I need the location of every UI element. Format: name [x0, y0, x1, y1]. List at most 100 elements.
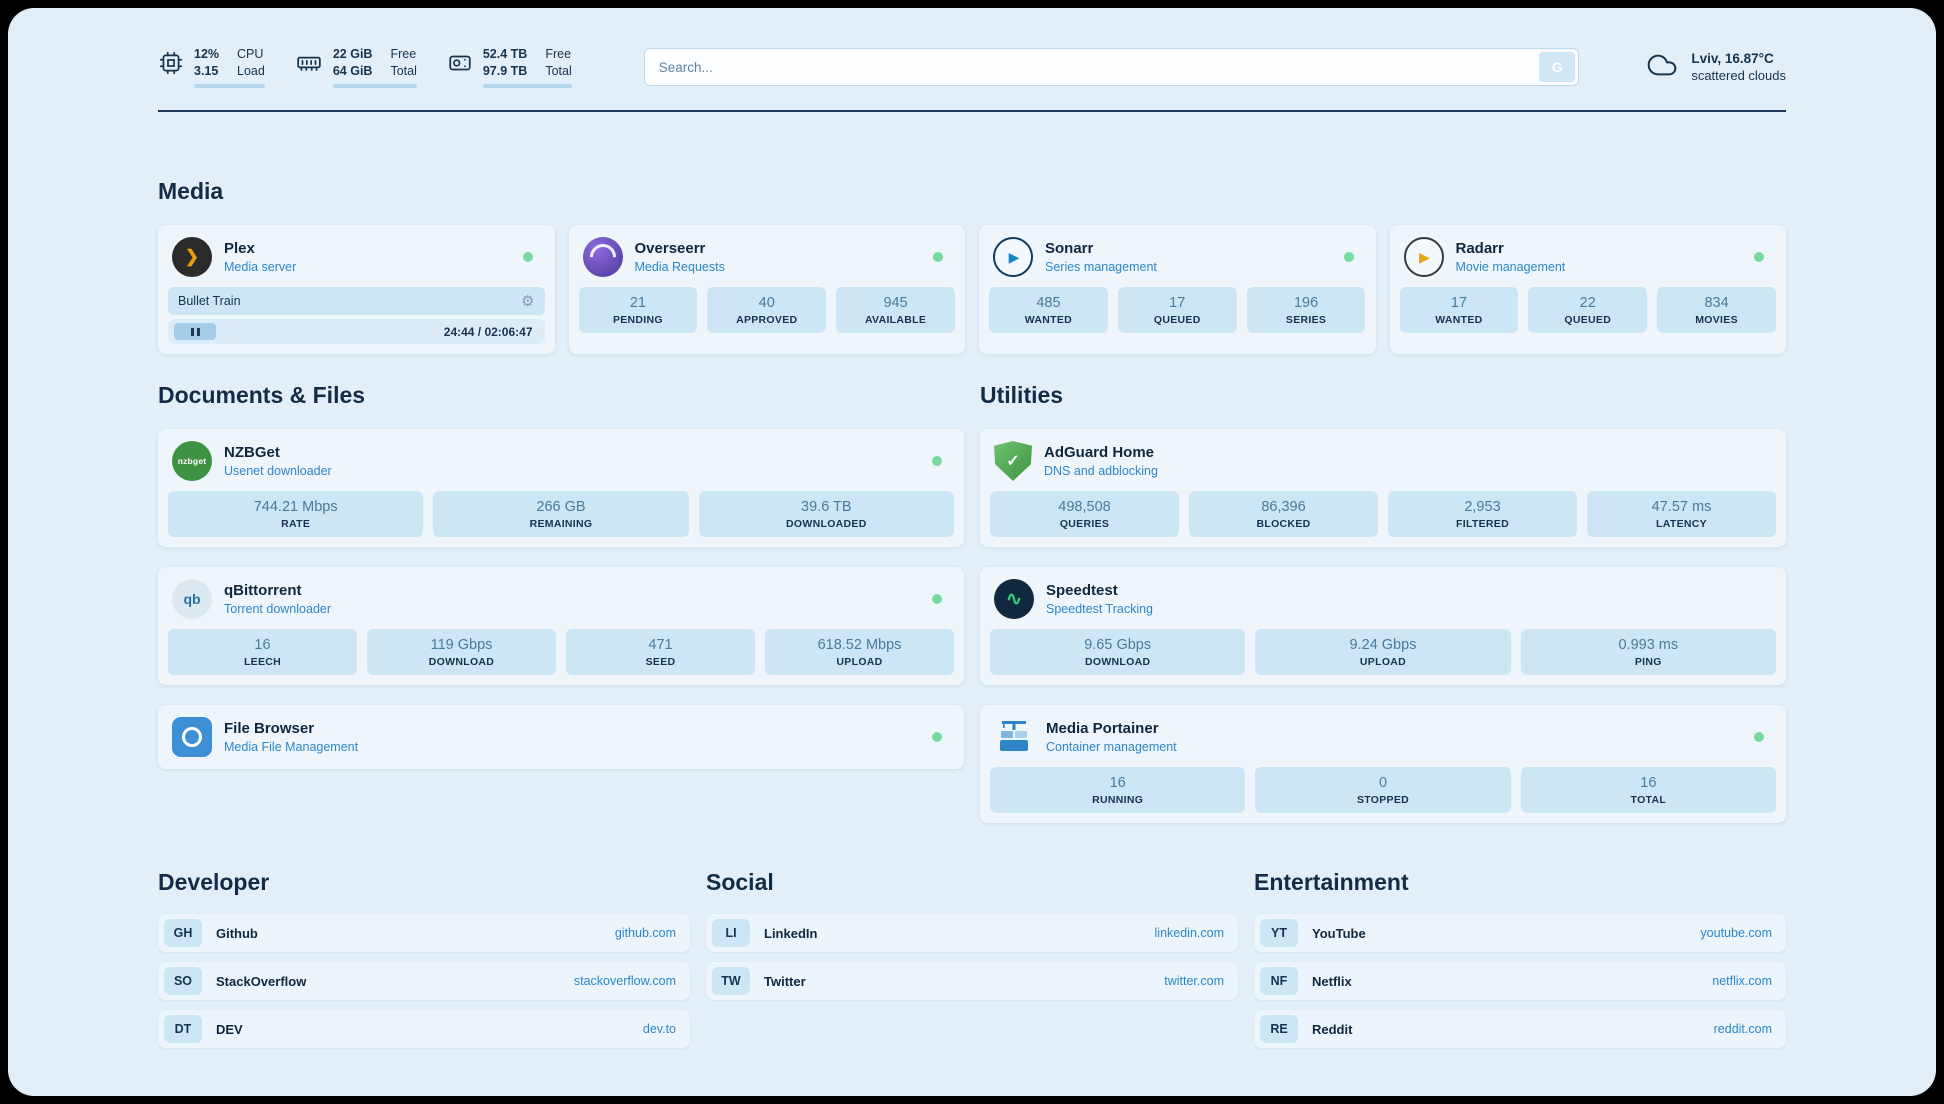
gear-icon[interactable]: ⚙ — [521, 293, 535, 310]
nzbget-icon: nzbget — [172, 441, 212, 481]
service-card-plex[interactable]: Plex Media server Bullet Train ⚙ 24:44 /… — [158, 225, 555, 354]
bookmark-abbr: RE — [1260, 1015, 1298, 1043]
service-subtitle: Series management — [1045, 260, 1157, 274]
status-indicator — [932, 456, 942, 466]
portainer-icon — [994, 717, 1034, 757]
stat-wanted: 485 WANTED — [989, 287, 1108, 333]
bookmark-linkedin[interactable]: LI LinkedIn linkedin.com — [706, 914, 1238, 952]
stat-series: 196 SERIES — [1246, 287, 1366, 333]
service-card-speedtest[interactable]: Speedtest Speedtest Tracking 9.65 Gbps D… — [980, 567, 1786, 685]
section-title-utilities: Utilities — [980, 382, 1064, 408]
header-divider — [158, 110, 1786, 112]
overseerr-icon — [582, 237, 623, 277]
stat-filtered: 2,953 FILTERED — [1388, 491, 1577, 537]
disk-widget: 52.4 TB Free 97.9 TB Total — [447, 46, 572, 89]
adguard-icon — [994, 441, 1032, 481]
bookmark-abbr: YT — [1260, 919, 1298, 947]
section-title-documents: Documents & Files — [158, 382, 366, 408]
service-card-radarr[interactable]: Radarr Movie management 17 WANTED 22 QUE… — [1389, 225, 1786, 354]
service-subtitle: Container management — [1046, 740, 1177, 754]
memory-total-label: Total — [390, 63, 417, 78]
radarr-icon — [1403, 237, 1444, 277]
service-card-qbittorrent[interactable]: qb qBittorrent Torrent downloader 16 LEE… — [158, 567, 964, 685]
cpu-usage-label: CPU — [237, 46, 264, 61]
pause-button[interactable] — [174, 323, 216, 340]
memory-icon — [295, 50, 323, 81]
service-subtitle: Media File Management — [224, 740, 359, 754]
status-indicator — [933, 252, 943, 262]
service-card-adguard[interactable]: AdGuard Home DNS and adblocking 498,508 … — [980, 429, 1786, 547]
bookmark-reddit[interactable]: RE Reddit reddit.com — [1254, 1010, 1786, 1048]
stat-leech: 16 LEECH — [168, 629, 357, 675]
bookmark-name: Twitter — [764, 973, 806, 989]
service-title: Media Portainer — [1046, 720, 1159, 737]
bookmark-stackoverflow[interactable]: SO StackOverflow stackoverflow.com — [158, 962, 690, 1000]
service-card-nzbget[interactable]: nzbget NZBGet Usenet downloader 744.21 M… — [158, 429, 964, 547]
memory-progress-bar — [332, 84, 417, 89]
cpu-widget: 12% CPU 3.15 Load — [158, 46, 265, 89]
status-indicator — [522, 252, 533, 262]
weather-widget[interactable]: Lviv, 16.87°C scattered clouds — [1643, 49, 1786, 86]
status-indicator — [932, 594, 942, 604]
search-input[interactable] — [643, 48, 1580, 86]
search-provider-button[interactable]: G — [1539, 52, 1576, 82]
status-indicator — [1754, 732, 1764, 742]
section-title-entertainment: Entertainment — [1254, 869, 1409, 895]
service-card-sonarr[interactable]: Sonarr Series management 485 WANTED 17 Q… — [979, 225, 1376, 354]
stat-wanted: 17 WANTED — [1399, 287, 1519, 333]
bookmark-group-developer: Developer GH Github github.com SO StackO… — [158, 869, 690, 1048]
cpu-icon — [158, 50, 184, 81]
search-bar: G — [643, 48, 1580, 86]
memory-widget: 22 GiB Free 64 GiB Total — [295, 46, 417, 89]
now-playing-widget: Bullet Train ⚙ 24:44 / 02:06:47 — [168, 287, 545, 344]
service-subtitle: Usenet downloader — [224, 464, 332, 478]
weather-location: Lviv, 16.87°C — [1691, 51, 1774, 66]
service-subtitle: Torrent downloader — [224, 602, 332, 616]
section-title-media: Media — [158, 178, 224, 204]
bookmark-abbr: NF — [1260, 967, 1298, 995]
bookmark-url: linkedin.com — [1154, 926, 1224, 940]
bookmark-group-social: Social LI LinkedIn linkedin.com TW Twitt… — [706, 869, 1238, 1000]
service-title: Speedtest — [1046, 582, 1118, 599]
bookmark-github[interactable]: GH Github github.com — [158, 914, 690, 952]
stat-upload: 618.52 Mbps UPLOAD — [765, 629, 954, 675]
bookmark-url: stackoverflow.com — [573, 974, 676, 988]
section-media: Media Plex Media server Bullet Tra — [158, 178, 1786, 354]
service-card-portainer[interactable]: Media Portainer Container management 16 … — [980, 705, 1786, 823]
stat-stopped: 0 STOPPED — [1255, 767, 1511, 813]
bookmark-group-entertainment: Entertainment YT YouTube youtube.com NF … — [1254, 869, 1786, 1048]
stat-blocked: 86,396 BLOCKED — [1189, 491, 1378, 537]
service-title: Sonarr — [1045, 240, 1094, 257]
plex-icon — [172, 237, 212, 277]
service-title: AdGuard Home — [1044, 444, 1155, 461]
stat-pending: 21 PENDING — [578, 287, 698, 333]
bookmark-name: LinkedIn — [764, 925, 818, 941]
service-title: Radarr — [1455, 240, 1504, 257]
stat-downloaded: 39.6 TB DOWNLOADED — [698, 491, 954, 537]
service-card-filebrowser[interactable]: File Browser Media File Management — [158, 705, 964, 769]
bookmark-twitter[interactable]: TW Twitter twitter.com — [706, 962, 1238, 1000]
bookmark-name: YouTube — [1312, 925, 1366, 941]
now-playing-title: Bullet Train — [178, 294, 241, 308]
status-indicator — [1754, 252, 1764, 262]
dashboard-page: 12% CPU 3.15 Load 22 GiB Free — [8, 8, 1936, 1096]
bookmark-url: youtube.com — [1700, 926, 1772, 940]
stat-queued: 17 QUEUED — [1117, 287, 1237, 333]
bookmark-name: DEV — [216, 1021, 243, 1037]
stat-remaining: 266 GB REMAINING — [433, 491, 689, 537]
service-card-overseerr[interactable]: Overseerr Media Requests 21 PENDING 40 A… — [568, 225, 965, 354]
cpu-load-label: Load — [237, 63, 265, 78]
bookmark-name: StackOverflow — [216, 973, 307, 989]
section-title-social: Social — [706, 869, 774, 895]
stat-download: 119 Gbps DOWNLOAD — [367, 629, 556, 675]
disk-total-label: Total — [545, 63, 572, 78]
bookmark-url: reddit.com — [1713, 1022, 1772, 1036]
bookmark-youtube[interactable]: YT YouTube youtube.com — [1254, 914, 1786, 952]
service-title: NZBGet — [224, 444, 280, 461]
disk-progress-bar — [482, 84, 572, 89]
sonarr-icon — [993, 237, 1033, 277]
bookmark-dev[interactable]: DT DEV dev.to — [158, 1010, 690, 1048]
disk-icon — [447, 50, 473, 81]
bookmark-url: github.com — [614, 926, 676, 940]
bookmark-netflix[interactable]: NF Netflix netflix.com — [1254, 962, 1786, 1000]
